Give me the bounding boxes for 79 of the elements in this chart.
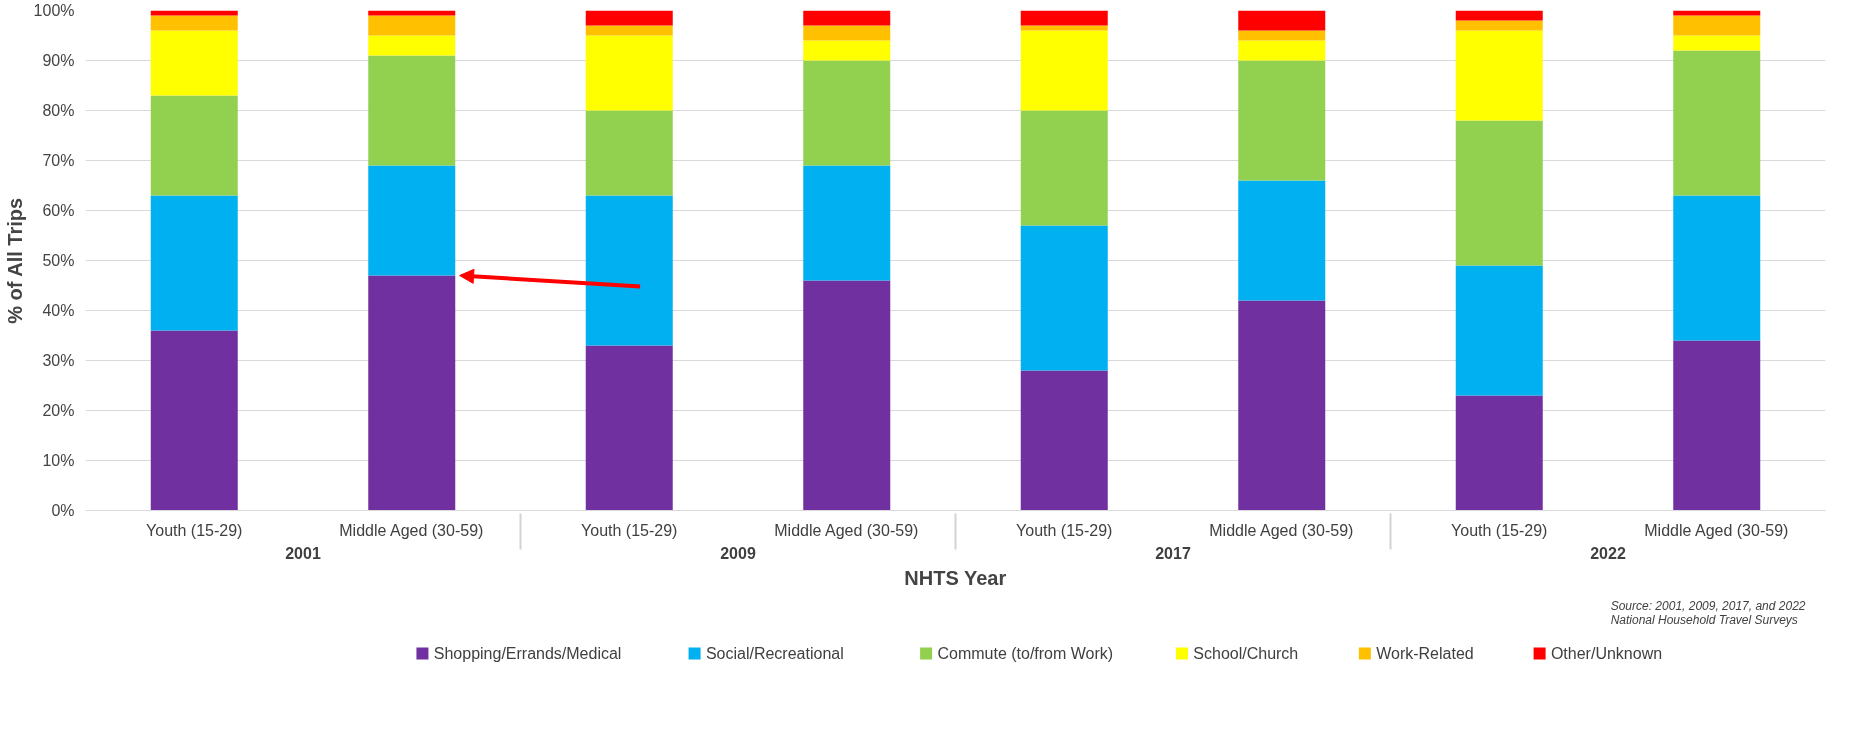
bar	[1673, 10, 1761, 16]
legend-label: School/Church	[1193, 645, 1299, 662]
legend-label: Work-Related	[1376, 645, 1474, 662]
y-tick-label: 50%	[42, 252, 75, 269]
bar	[1455, 30, 1543, 121]
x-tick-label: Youth (15-29)	[146, 521, 243, 539]
bar	[1673, 35, 1761, 51]
y-tick-label: 20%	[42, 402, 75, 419]
bar	[803, 280, 891, 511]
bar	[1673, 340, 1761, 511]
legend-label: Social/Recreational	[705, 645, 844, 662]
y-tick-label: 40%	[42, 302, 75, 319]
bar	[368, 35, 456, 56]
bar	[803, 10, 891, 26]
bar	[585, 345, 673, 511]
x-tick-label: Youth (15-29)	[1451, 521, 1548, 539]
bar	[150, 30, 238, 96]
bar	[1455, 20, 1543, 31]
bar	[1020, 25, 1108, 31]
y-tick-label: 60%	[42, 202, 75, 219]
source-note: Source: 2001, 2009, 2017, and 2022 National Household Travel Surveys	[1610, 598, 1806, 627]
text: 2001	[285, 544, 321, 562]
x-tick-label: Youth (15-29)	[581, 521, 678, 539]
y-tick-label: 70%	[42, 152, 75, 169]
bar	[1020, 110, 1108, 226]
bar	[150, 10, 238, 16]
x-tick-label: Middle Aged (30-59)	[339, 521, 484, 539]
legend-label: Shopping/Errands/Medical	[433, 645, 622, 662]
x-tick-label: Middle Aged (30-59)	[774, 521, 919, 539]
bar	[585, 110, 673, 196]
bar	[150, 330, 238, 511]
bar	[1673, 50, 1761, 196]
y-tick-label: 30%	[42, 352, 75, 369]
bar	[1673, 15, 1761, 36]
text: 2009	[720, 544, 756, 562]
bar	[803, 40, 891, 61]
bar	[1455, 10, 1543, 21]
bar	[368, 10, 456, 16]
bar	[150, 15, 238, 31]
bar	[1238, 40, 1326, 61]
bar	[1673, 195, 1761, 341]
bar	[1455, 120, 1543, 266]
bar	[1238, 10, 1326, 31]
legend-label: Commute (to/from Work)	[937, 645, 1114, 662]
x-tick-label: Middle Aged (30-59)	[1209, 521, 1354, 539]
bar	[1455, 265, 1543, 396]
bar	[368, 165, 456, 276]
bar	[1238, 30, 1326, 41]
y-tick-label: 10%	[42, 452, 75, 469]
x-tick-label: Middle Aged (30-59)	[1644, 521, 1789, 539]
bar	[1020, 225, 1108, 371]
text: 2022	[1590, 544, 1626, 562]
text: 2017	[1155, 544, 1191, 562]
bar	[1238, 300, 1326, 511]
bar	[803, 25, 891, 41]
bar	[1020, 370, 1108, 511]
bar	[1020, 10, 1108, 26]
bar	[585, 35, 673, 111]
y-tick-label: 80%	[42, 102, 75, 119]
bar	[1238, 60, 1326, 181]
bar	[368, 55, 456, 166]
bar	[1238, 180, 1326, 301]
x-tick-label: Youth (15-29)	[1016, 521, 1113, 539]
x-axis-title: NHTS Year	[904, 566, 1007, 589]
y-tick-label: 90%	[42, 52, 75, 69]
bar	[150, 195, 238, 331]
bar	[585, 25, 673, 36]
bar	[1020, 30, 1108, 111]
bar	[803, 165, 891, 281]
bar	[803, 60, 891, 166]
y-axis-title: % of All Trips	[3, 197, 26, 324]
bar	[368, 15, 456, 36]
bar	[150, 95, 238, 196]
bar	[585, 10, 673, 26]
legend-label: Other/Unknown	[1550, 645, 1663, 662]
y-tick-label: 0%	[51, 502, 75, 519]
y-tick-label: 100%	[33, 2, 75, 19]
bar	[368, 275, 456, 511]
bar	[1455, 395, 1543, 511]
